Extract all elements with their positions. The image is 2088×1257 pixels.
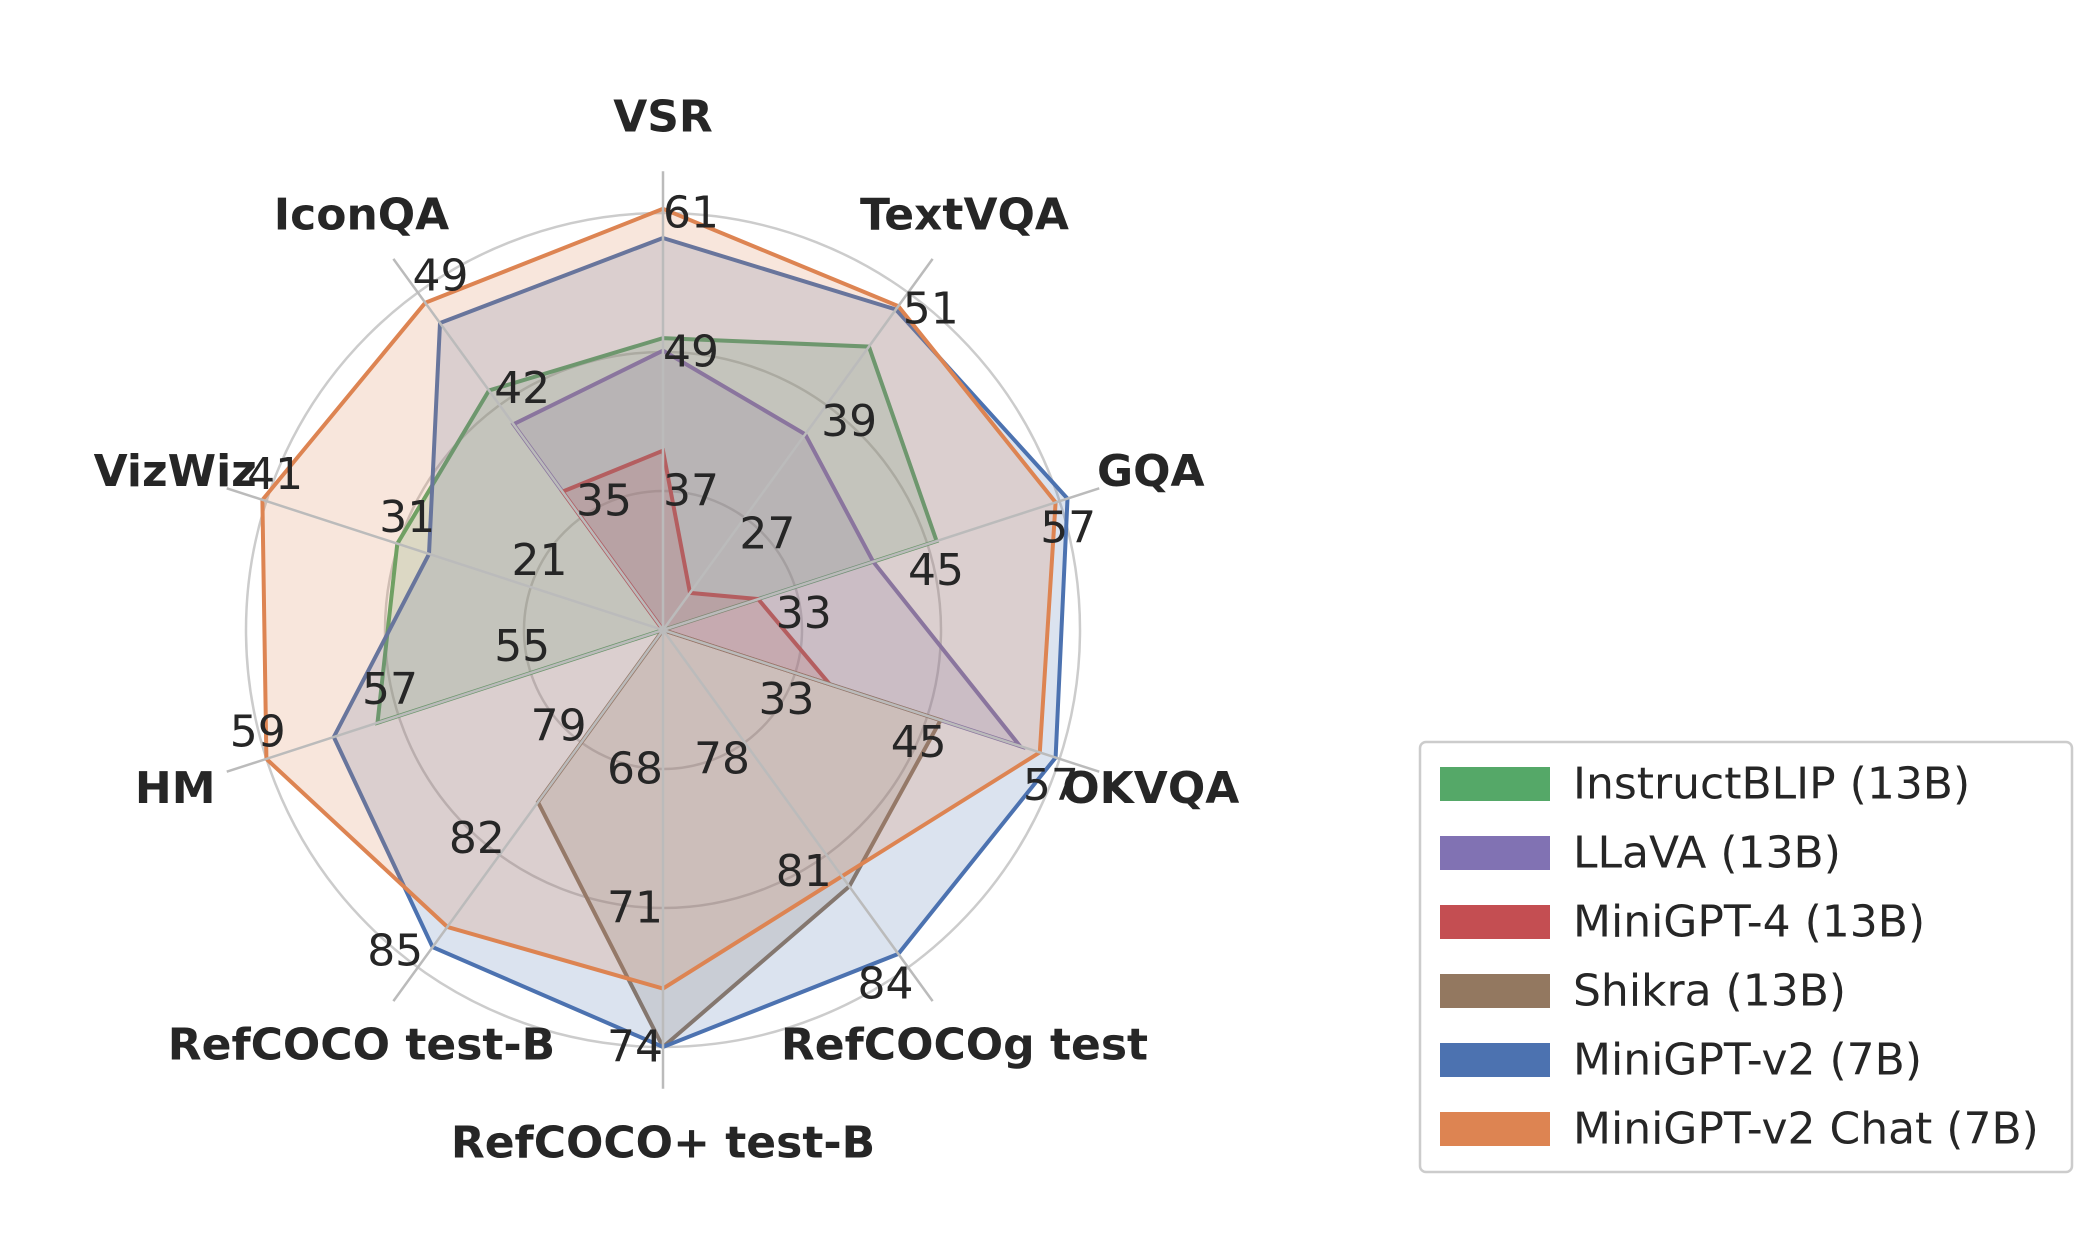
ring-label-textvqa-1: 27 xyxy=(739,509,795,560)
axis-label-okvqa: OKVQA xyxy=(1062,763,1239,814)
ring-label-okvqa-1: 33 xyxy=(759,674,815,725)
ring-label-refcocog-test-3: 84 xyxy=(858,958,914,1009)
spoke-vizwiz xyxy=(226,487,664,632)
ring-label-refcoco-test-b-3: 85 xyxy=(367,925,423,976)
ring-label-refcocog-test-2: 81 xyxy=(776,846,832,897)
legend: InstructBLIP (13B) LLaVA (13B) MiniGPT-4 (… xyxy=(1418,740,2074,1174)
ring-label-iconqa-1: 35 xyxy=(576,476,632,527)
legend-swatch-minigpt-4-13b xyxy=(1440,905,1550,939)
axis-label-gqa: GQA xyxy=(1097,446,1205,497)
ring-label-refcoco-test-b-2: 71 xyxy=(607,883,663,934)
ring-label-vsr-3: 61 xyxy=(663,188,719,239)
ring-label-vizwiz-1: 21 xyxy=(512,535,568,586)
legend-label-minigpt-4-13b: MiniGPT-4 (13B) xyxy=(1573,897,1925,948)
ring-label-refcoco-test-b-2: 82 xyxy=(449,813,505,864)
spoke-okvqa xyxy=(662,628,1100,773)
spoke-hm xyxy=(226,628,664,773)
ring-label-refcocog-test-1: 78 xyxy=(694,733,750,784)
ring-label-okvqa-3: 57 xyxy=(1023,760,1079,811)
ring-label-refcoco-test-b-1: 68 xyxy=(607,744,663,795)
ring-label-refcoco-test-b-1: 79 xyxy=(531,701,587,752)
ring-label-hm-3: 59 xyxy=(230,707,286,758)
legend-swatch-shikra-13b xyxy=(1440,974,1550,1008)
axis-label-iconqa: IconQA xyxy=(274,190,449,241)
ring-label-gqa-1: 33 xyxy=(776,588,832,639)
axis-label-textvqa: TextVQA xyxy=(860,190,1069,241)
ring-label-vizwiz-2: 31 xyxy=(379,492,435,543)
ring-label-textvqa-2: 39 xyxy=(821,396,877,447)
ring-label-textvqa-3: 51 xyxy=(903,284,959,335)
legend-swatch-instructblip-13b xyxy=(1440,767,1550,801)
ring-label-vsr-2: 49 xyxy=(663,327,719,378)
axis-label-refcoco-test-b: RefCOCO test-B xyxy=(168,1020,555,1071)
axis-label-hm: HM xyxy=(135,763,216,814)
ring-label-iconqa-3: 49 xyxy=(413,251,469,302)
axis-label-refcocog-test: RefCOCOg test xyxy=(781,1020,1148,1071)
spoke-refcocog-test xyxy=(661,629,934,1002)
axis-label-vizwiz: VizWiz xyxy=(94,446,257,497)
legend-swatch-llava-13b xyxy=(1440,836,1550,870)
spoke-iconqa xyxy=(392,258,665,631)
legend-label-minigpt-v2-7b: MiniGPT-v2 (7B) xyxy=(1573,1035,1922,1086)
ring-label-vsr-1: 37 xyxy=(663,466,719,517)
ring-label-gqa-2: 45 xyxy=(908,545,964,596)
legend-box xyxy=(1418,740,2074,1174)
axis-label-vsr: VSR xyxy=(613,92,713,143)
spoke-layer xyxy=(226,171,1100,1089)
ring-label-hm-1: 55 xyxy=(494,621,550,672)
legend-label-llava-13b: LLaVA (13B) xyxy=(1573,828,1841,879)
spoke-refcoco-test-b xyxy=(392,629,665,1002)
spoke-textvqa xyxy=(661,258,934,631)
axis-label-refcoco-test-b: RefCOCO+ test-B xyxy=(451,1117,875,1168)
legend-swatch-minigpt-v2-7b xyxy=(1440,1043,1550,1077)
ring-label-vizwiz-3: 41 xyxy=(247,449,303,500)
legend-label-shikra-13b: Shikra (13B) xyxy=(1573,966,1846,1017)
spoke-gqa xyxy=(662,487,1100,632)
ring-label-okvqa-2: 45 xyxy=(891,717,947,768)
ring-label-gqa-3: 57 xyxy=(1040,502,1096,553)
legend-label-minigpt-v2-chat-7b: MiniGPT-v2 Chat (7B) xyxy=(1573,1104,2039,1155)
ring-label-iconqa-2: 42 xyxy=(494,363,550,414)
ring-label-refcoco-test-b-3: 74 xyxy=(607,1022,663,1073)
legend-label-instructblip-13b: InstructBLIP (13B) xyxy=(1573,759,1970,810)
ring-label-hm-2: 57 xyxy=(362,664,418,715)
legend-swatch-minigpt-v2-chat-7b xyxy=(1440,1112,1550,1146)
label-layer: 3727333378687955213549394545817182573142… xyxy=(94,92,1240,1169)
